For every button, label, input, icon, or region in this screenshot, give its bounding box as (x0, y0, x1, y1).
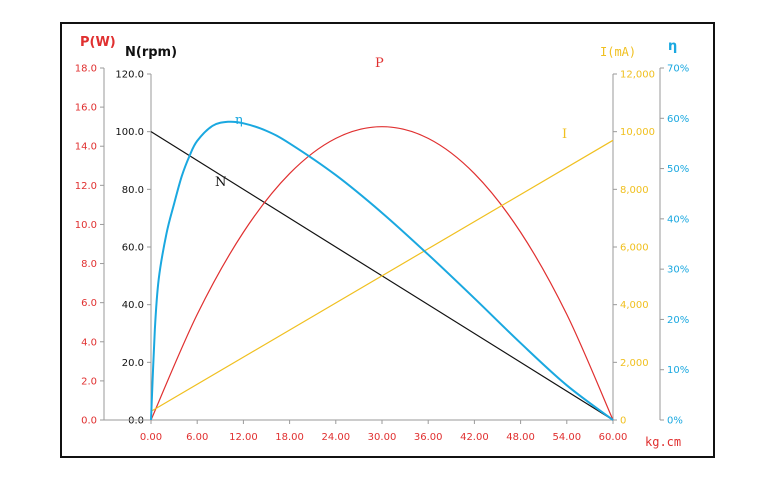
eta-tick-label: 0% (667, 416, 683, 427)
x-tick-label: 0.00 (140, 432, 162, 443)
series-label-n: N (215, 175, 226, 190)
P-tick-label: 16.0 (75, 103, 97, 114)
P-tick-label: 14.0 (75, 142, 97, 153)
eta-axis-title: η (668, 39, 677, 54)
eta-tick-label: 20% (667, 315, 689, 326)
N-tick-label: 80.0 (122, 185, 144, 196)
eta-tick-label: 60% (667, 114, 689, 125)
i-axis: 0 2,000 4,000 6,000 8,000 10,000 12,000 (612, 70, 655, 427)
series-label-p: P (375, 56, 384, 71)
P-tick-label: 18.0 (75, 64, 97, 75)
x-tick-label: 60.00 (599, 432, 628, 443)
N-tick-label: 40.0 (122, 300, 144, 311)
x-tick-label: 54.00 (552, 432, 581, 443)
P-tick-label: 10.0 (75, 220, 97, 231)
series-label-i: I (562, 127, 567, 142)
I-tick-label: 6,000 (620, 243, 649, 254)
n-axis: 0.0 20.0 40.0 60.0 80.0 100.0 120.0 (115, 70, 152, 427)
I-tick-label: 2,000 (620, 358, 649, 369)
chart-frame (60, 22, 715, 458)
x-tick-label: 6.00 (186, 432, 208, 443)
I-tick-label: 10,000 (620, 127, 655, 138)
p-axis-title: P(W) (80, 35, 116, 50)
eta-tick-label: 10% (667, 365, 689, 376)
i-axis-title: I(mA) (600, 45, 636, 59)
P-tick-label: 12.0 (75, 181, 97, 192)
series-i-line (150, 139, 614, 412)
p-axis: 0.0 2.0 4.0 6.0 8.0 10.0 12.0 14.0 16.0 18.0 (75, 64, 105, 427)
I-tick-label: 12,000 (620, 70, 655, 81)
P-tick-label: 0.0 (81, 416, 97, 427)
N-tick-label: 100.0 (115, 127, 144, 138)
x-tick-label: 12.00 (229, 432, 258, 443)
eta-axis: 0% 10% 20% 30% 40% 50% 60% 70% (659, 64, 689, 427)
eta-tick-label: 30% (667, 265, 689, 276)
P-tick-label: 6.0 (81, 298, 97, 309)
I-tick-label: 0 (620, 416, 626, 427)
N-tick-label: 60.0 (122, 243, 144, 254)
series-p-line (150, 126, 614, 421)
N-tick-label: 0.0 (128, 416, 144, 427)
x-tick-label: 18.00 (275, 432, 304, 443)
x-tick-label: 42.00 (460, 432, 489, 443)
eta-tick-label: 40% (667, 214, 689, 225)
x-tick-label: 24.00 (321, 432, 350, 443)
P-tick-label: 2.0 (81, 376, 97, 387)
x-tick-label: 36.00 (414, 432, 443, 443)
N-tick-label: 20.0 (122, 358, 144, 369)
P-tick-label: 4.0 (81, 337, 97, 348)
N-tick-label: 120.0 (115, 70, 144, 81)
n-axis-title: N(rpm) (125, 45, 177, 60)
x-tick-label: 30.00 (368, 432, 397, 443)
eta-tick-label: 50% (667, 164, 689, 175)
series-label-eta: η (235, 113, 243, 128)
x-axis-title: kg.cm (645, 435, 681, 449)
eta-tick-label: 70% (667, 64, 689, 75)
series-group (150, 120, 614, 421)
x-tick-label: 48.00 (506, 432, 535, 443)
I-tick-label: 4,000 (620, 300, 649, 311)
P-tick-label: 8.0 (81, 259, 97, 270)
x-axis: 0.00 6.00 12.00 18.00 24.00 30.00 36.00 42.00 48… (104, 419, 628, 443)
I-tick-label: 8,000 (620, 185, 649, 196)
